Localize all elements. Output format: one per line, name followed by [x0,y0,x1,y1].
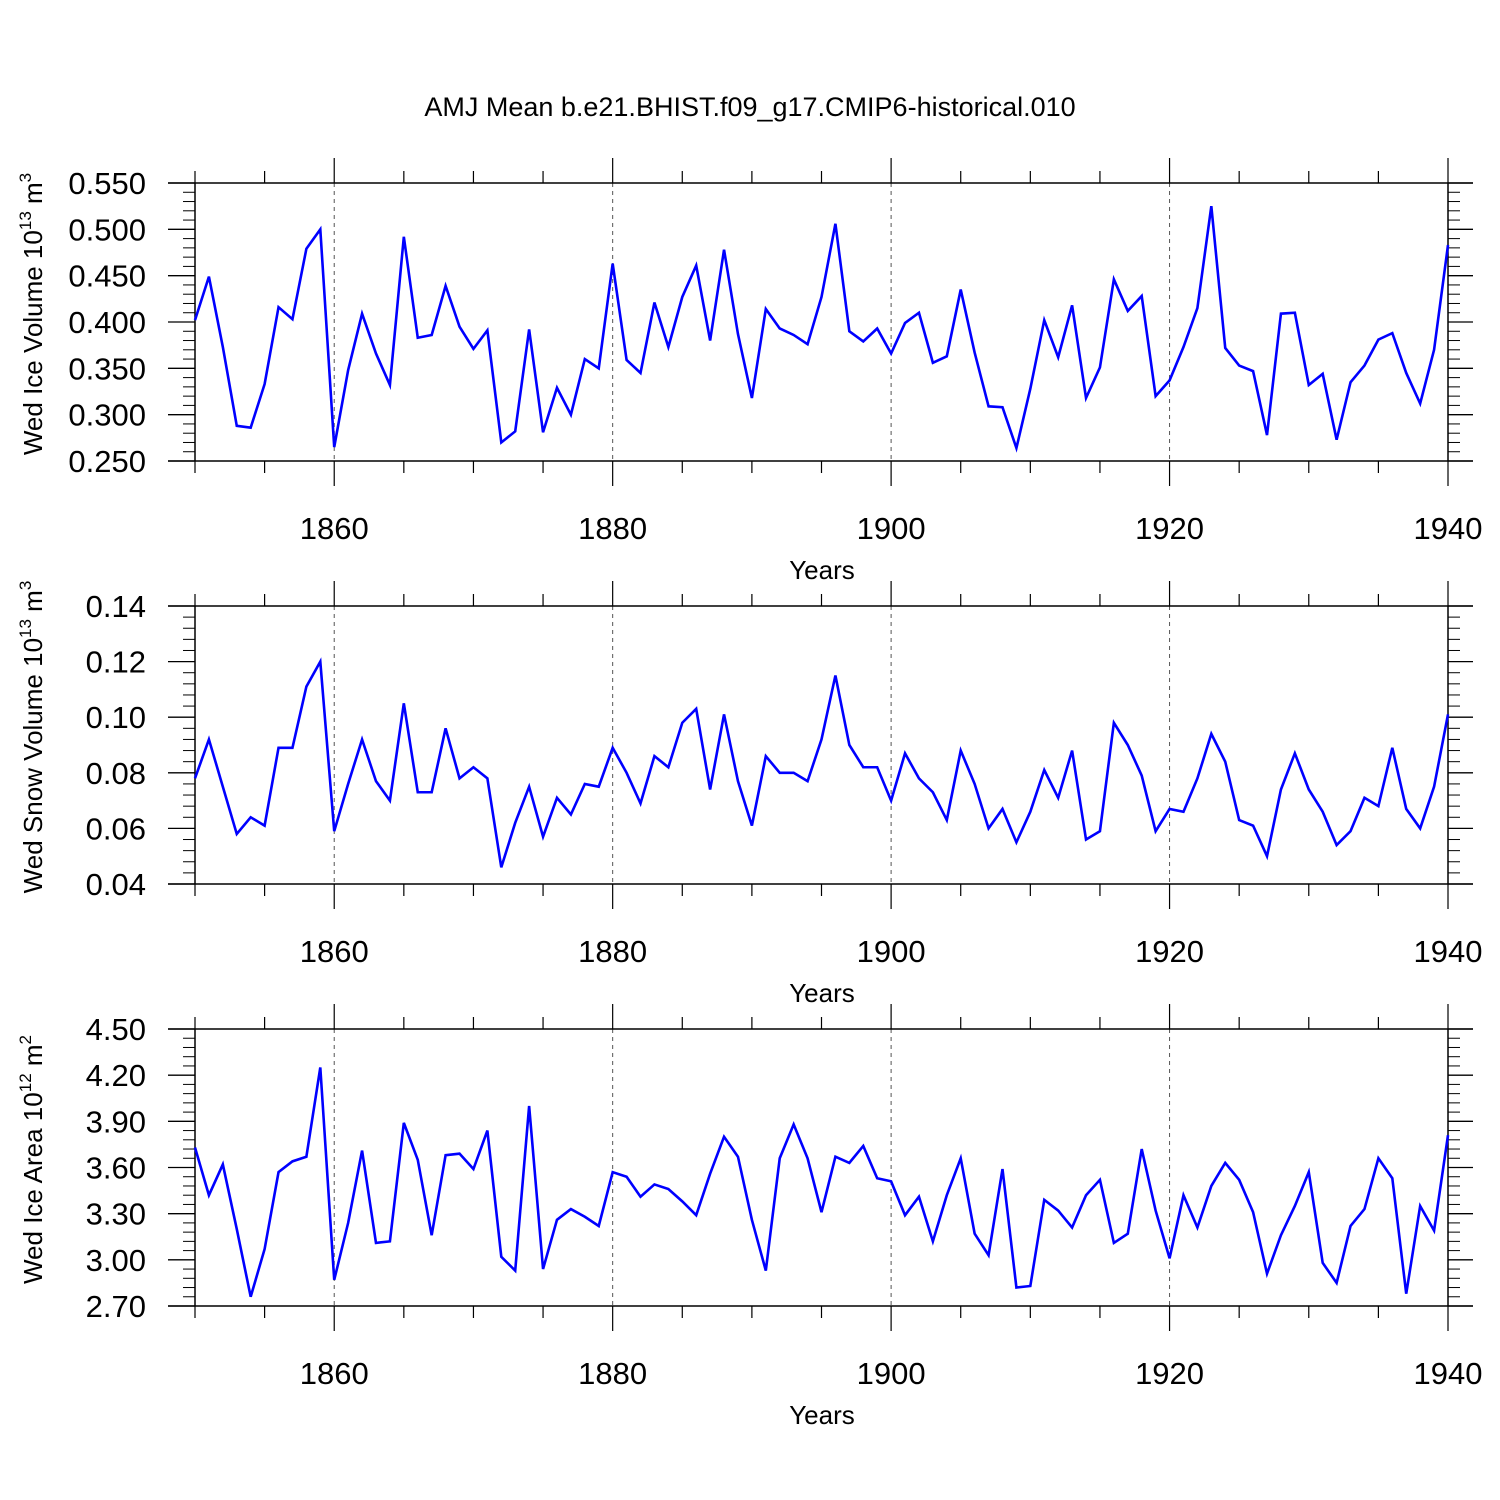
x-tick-label: 1940 [1414,1356,1483,1391]
y-tick-label: 0.10 [86,700,146,735]
y-tick-label: 4.50 [86,1012,146,1047]
y-tick-label: 0.06 [86,811,146,846]
y-tick-label: 0.450 [68,259,146,294]
x-axis-title: Years [789,555,855,585]
x-tick-label: 1920 [1135,934,1204,969]
y-tick-label: 0.500 [68,212,146,247]
y-tick-label: 4.20 [86,1058,146,1093]
y-tick-label: 0.550 [68,166,146,201]
series-line [193,205,1450,453]
chart-title: AMJ Mean b.e21.BHIST.f09_g17.CMIP6-histo… [424,92,1076,122]
y-axis-title: Wed Snow Volume 1013 m3 [16,581,48,894]
series-line [193,1067,1450,1298]
y-axis-title: Wed Ice Area 1012 m2 [16,1035,48,1284]
y-tick-label: 3.00 [86,1243,146,1278]
x-axis-title: Years [789,978,855,1008]
x-tick-label: 1920 [1135,511,1204,546]
y-axis-title: Wed Ice Volume 1013 m3 [16,173,48,455]
x-tick-label: 1900 [857,1356,926,1391]
x-tick-label: 1860 [300,934,369,969]
y-tick-label: 0.350 [68,351,146,386]
y-tick-label: 0.12 [86,645,146,680]
y-tick-label: 0.400 [68,305,146,340]
y-tick-label: 0.04 [86,867,146,902]
y-tick-label: 3.30 [86,1197,146,1232]
x-tick-label: 1940 [1414,511,1483,546]
x-tick-label: 1900 [857,511,926,546]
x-tick-label: 1860 [300,1356,369,1391]
x-tick-label: 1880 [578,1356,647,1391]
x-tick-label: 1900 [857,934,926,969]
series-line [193,657,1450,868]
x-tick-label: 1860 [300,511,369,546]
x-tick-label: 1880 [578,511,647,546]
y-tick-label: 0.250 [68,444,146,479]
x-tick-label: 1920 [1135,1356,1204,1391]
x-tick-label: 1880 [578,934,647,969]
x-axis-title: Years [789,1400,855,1430]
y-tick-label: 0.14 [86,589,146,624]
y-tick-label: 0.300 [68,398,146,433]
y-tick-label: 0.08 [86,756,146,791]
y-tick-label: 3.90 [86,1104,146,1139]
y-tick-label: 3.60 [86,1151,146,1186]
x-tick-label: 1940 [1414,934,1483,969]
y-tick-label: 2.70 [86,1289,146,1324]
